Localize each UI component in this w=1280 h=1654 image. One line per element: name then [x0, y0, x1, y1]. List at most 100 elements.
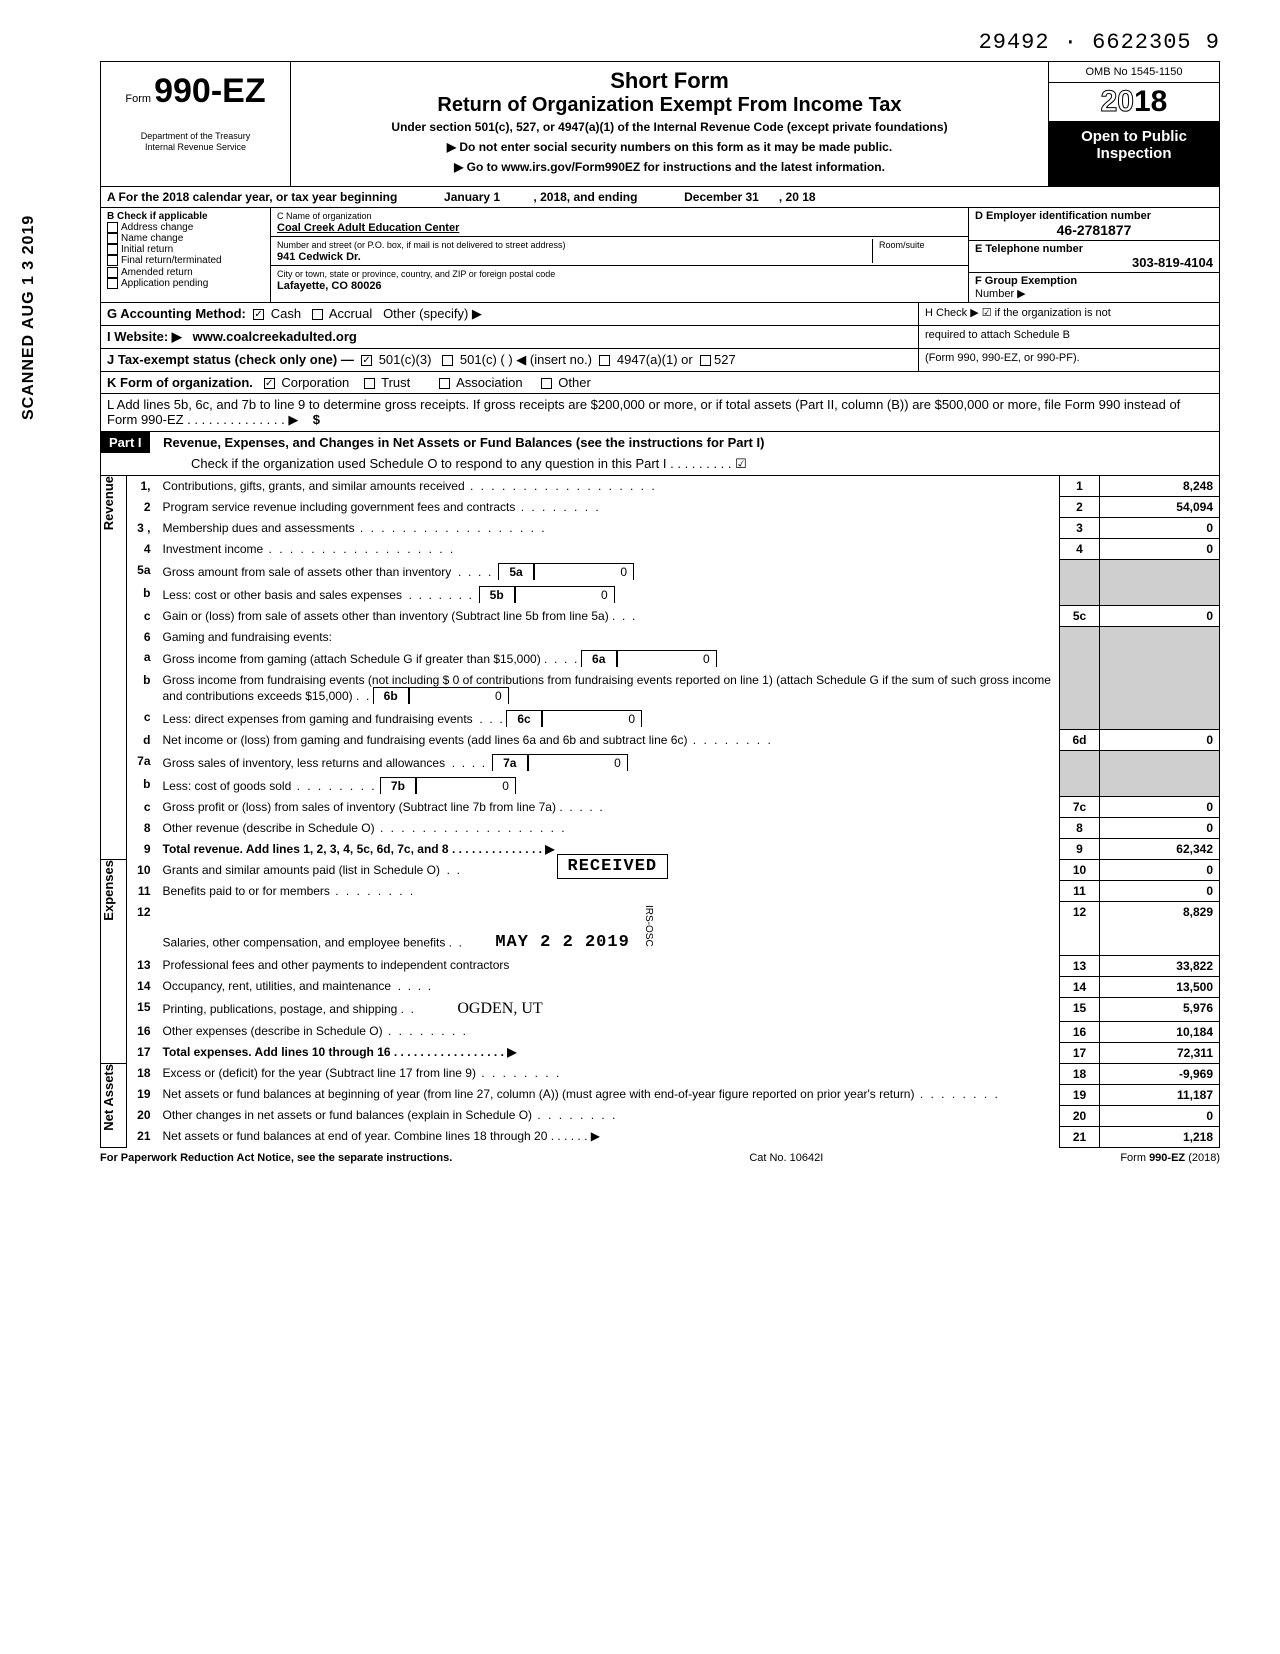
- chk-name[interactable]: [107, 233, 118, 244]
- lb-19: 19: [1060, 1084, 1100, 1105]
- chk-final[interactable]: [107, 255, 118, 266]
- line-j: J Tax-exempt status (check only one) — ✓…: [100, 349, 1220, 372]
- part1-table: Revenue 1, Contributions, gifts, grants,…: [100, 476, 1220, 1148]
- chk-4947[interactable]: [599, 355, 610, 366]
- lt-18: Excess or (deficit) for the year (Subtra…: [163, 1066, 476, 1080]
- year-prefix: 20: [1101, 85, 1134, 118]
- ln-5a: 5a: [127, 560, 157, 583]
- chk-initial[interactable]: [107, 244, 118, 255]
- lb-4: 4: [1060, 539, 1100, 560]
- ib-5b: 5b: [479, 586, 515, 603]
- iv-7a: 0: [528, 754, 628, 771]
- chk-address[interactable]: [107, 222, 118, 233]
- lb-6d: 6d: [1060, 730, 1100, 751]
- ln-16: 16: [127, 1021, 157, 1042]
- shade-6a: [1100, 627, 1220, 730]
- ln-20: 20: [127, 1105, 157, 1126]
- part1-header: Part I Revenue, Expenses, and Changes in…: [100, 432, 1220, 476]
- part1-heading: Revenue, Expenses, and Changes in Net As…: [153, 435, 764, 450]
- corp-label: Corporation: [281, 375, 349, 390]
- ln-7b: b: [127, 774, 157, 797]
- chk-501c3[interactable]: ✓: [361, 355, 372, 366]
- ln-13: 13: [127, 955, 157, 976]
- chk-pending[interactable]: [107, 278, 118, 289]
- 501c3-label: 501(c)(3): [379, 352, 432, 367]
- ib-6b: 6b: [373, 687, 409, 704]
- chk-527[interactable]: [700, 355, 711, 366]
- lt-6b: Gross income from fundraising events (no…: [163, 673, 1051, 703]
- chk-amended-label: Amended return: [121, 267, 193, 278]
- lb-21: 21: [1060, 1126, 1100, 1147]
- ln-11: 11: [127, 881, 157, 902]
- chk-trust[interactable]: [364, 378, 375, 389]
- phone: 303-819-4104: [975, 255, 1213, 270]
- ib-5a: 5a: [498, 563, 534, 580]
- ln-21: 21: [127, 1126, 157, 1147]
- block-b-label: B Check if applicable: [107, 211, 208, 222]
- ib-7b: 7b: [380, 777, 416, 794]
- line-l: L Add lines 5b, 6c, and 7b to line 9 to …: [100, 394, 1220, 432]
- website: www.coalcreekadulted.org: [193, 329, 357, 344]
- ln-4: 4: [127, 539, 157, 560]
- stamp-date: MAY 2 2 2019: [495, 933, 629, 952]
- stamp-received: RECEIVED: [557, 854, 669, 879]
- iv-5a: 0: [534, 563, 634, 580]
- ln-1: 1,: [127, 476, 157, 497]
- la-6d: 0: [1100, 730, 1220, 751]
- lt-6: Gaming and fundraising events:: [157, 627, 1060, 647]
- chk-initial-label: Initial return: [121, 244, 173, 255]
- la-18: -9,969: [1100, 1063, 1220, 1084]
- chk-final-label: Final return/terminated: [121, 256, 222, 267]
- lt-2: Program service revenue including govern…: [163, 500, 516, 514]
- dept-treasury: Department of the Treasury: [109, 131, 282, 142]
- la-7c: 0: [1100, 797, 1220, 818]
- city-label: City or town, state or province, country…: [277, 269, 555, 279]
- ln-18: 18: [127, 1063, 157, 1084]
- org-city: Lafayette, CO 80026: [277, 280, 382, 292]
- title-short: Short Form: [301, 68, 1038, 94]
- block-g-label: G Accounting Method:: [107, 306, 246, 321]
- year-bold: 18: [1134, 85, 1167, 118]
- shade-5: [1060, 560, 1100, 606]
- 4947-label: 4947(a)(1) or: [617, 352, 693, 367]
- la-16: 10,184: [1100, 1021, 1220, 1042]
- ib-6c: 6c: [506, 710, 542, 727]
- footer: For Paperwork Reduction Act Notice, see …: [100, 1152, 1220, 1164]
- chk-amended[interactable]: [107, 267, 118, 278]
- ln-19: 19: [127, 1084, 157, 1105]
- part1-label: Part I: [101, 432, 150, 453]
- lt-1: Contributions, gifts, grants, and simila…: [163, 479, 465, 493]
- iv-6a: 0: [617, 650, 717, 667]
- chk-assoc[interactable]: [439, 378, 450, 389]
- chk-accrual[interactable]: [312, 309, 323, 320]
- chk-cash[interactable]: ✓: [253, 309, 264, 320]
- lt-6a: Gross income from gaming (attach Schedul…: [163, 652, 541, 666]
- footer-right-form: 990-EZ: [1149, 1152, 1185, 1164]
- chk-501c[interactable]: [442, 355, 453, 366]
- ln-6: 6: [127, 627, 157, 647]
- top-page-number: 29492 · 6622305 9: [100, 30, 1220, 55]
- chk-name-label: Name change: [121, 233, 183, 244]
- la-21: 1,218: [1100, 1126, 1220, 1147]
- tax-end-year: , 20 18: [779, 190, 816, 204]
- lt-20: Other changes in net assets or fund bala…: [163, 1108, 533, 1122]
- la-15: 5,976: [1100, 997, 1220, 1021]
- block-k-label: K Form of organization.: [107, 375, 253, 390]
- other-org-label: Other: [558, 375, 591, 390]
- ln-14: 14: [127, 976, 157, 997]
- vlabel-netassets: Net Assets: [101, 1064, 116, 1131]
- ln-7c: c: [127, 797, 157, 818]
- form-prefix: Form: [125, 93, 151, 105]
- chk-other[interactable]: [541, 378, 552, 389]
- chk-corp[interactable]: ✓: [264, 378, 275, 389]
- ln-2: 2: [127, 497, 157, 518]
- la-19: 11,187: [1100, 1084, 1220, 1105]
- room-label: Room/suite: [879, 240, 925, 250]
- note-ssn: ▶ Do not enter social security numbers o…: [301, 140, 1038, 154]
- line-a-label: A For the 2018 calendar year, or tax yea…: [107, 190, 397, 204]
- block-d-label: D Employer identification number: [975, 210, 1151, 222]
- note-url: ▶ Go to www.irs.gov/Form990EZ for instru…: [301, 160, 1038, 174]
- dept-irs: Internal Revenue Service: [109, 142, 282, 153]
- tax-begin: January 1: [444, 190, 500, 204]
- la-3: 0: [1100, 518, 1220, 539]
